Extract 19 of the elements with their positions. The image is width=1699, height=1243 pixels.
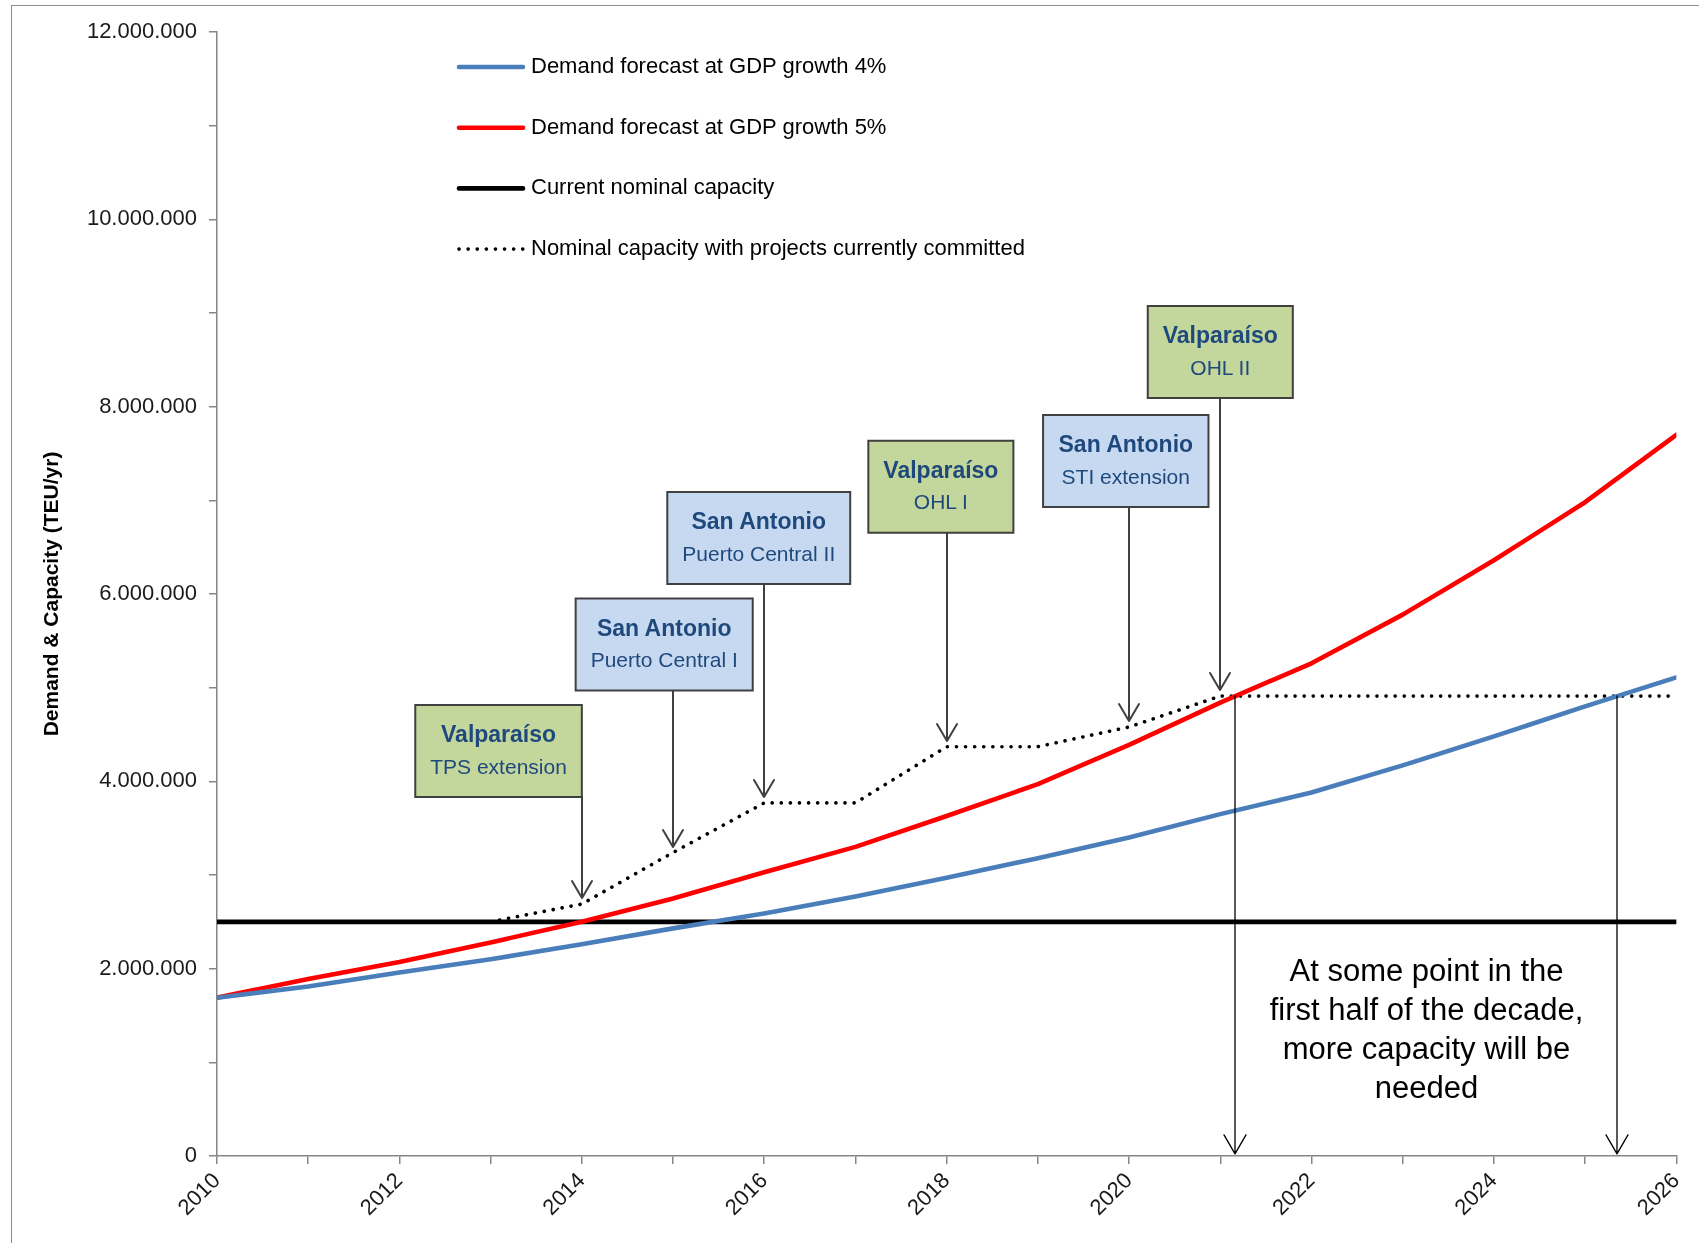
annotation: San Antonio Puerto Central II: [682, 508, 836, 565]
y-tick-label: 6.000.000: [99, 580, 197, 606]
annotation: Valparaíso OHL II: [1162, 322, 1278, 379]
legend-label: Demand forecast at GDP growth 4%: [531, 53, 887, 79]
legend-label: Nominal capacity with projects currently committed: [531, 235, 1025, 261]
y-tick-label: 4.000.000: [99, 767, 197, 793]
y-tick-label: 10.000.000: [86, 205, 197, 231]
y-tick-label: 12.000.000: [86, 18, 197, 44]
annotation: San Antonio Puerto Central I: [590, 614, 738, 672]
annotation: Valparaíso TPS extension: [430, 721, 567, 778]
y-tick-label: 8.000.000: [99, 392, 197, 418]
y-tick-label: 2.000.000: [99, 954, 197, 980]
y-tick-label: 0: [184, 1142, 197, 1168]
annotation: At some point in the first half of the decade, more capacity will be needed: [1269, 952, 1584, 1105]
legend-label: Current nominal capacity: [531, 174, 775, 200]
y-axis-title: Demand & Capacity (TEU/yr): [39, 451, 63, 737]
annotation: Valparaíso OHL I: [883, 457, 999, 514]
legend-label: Demand forecast at GDP growth 5%: [531, 113, 887, 139]
annotation: San Antonio STI extension: [1058, 431, 1194, 488]
